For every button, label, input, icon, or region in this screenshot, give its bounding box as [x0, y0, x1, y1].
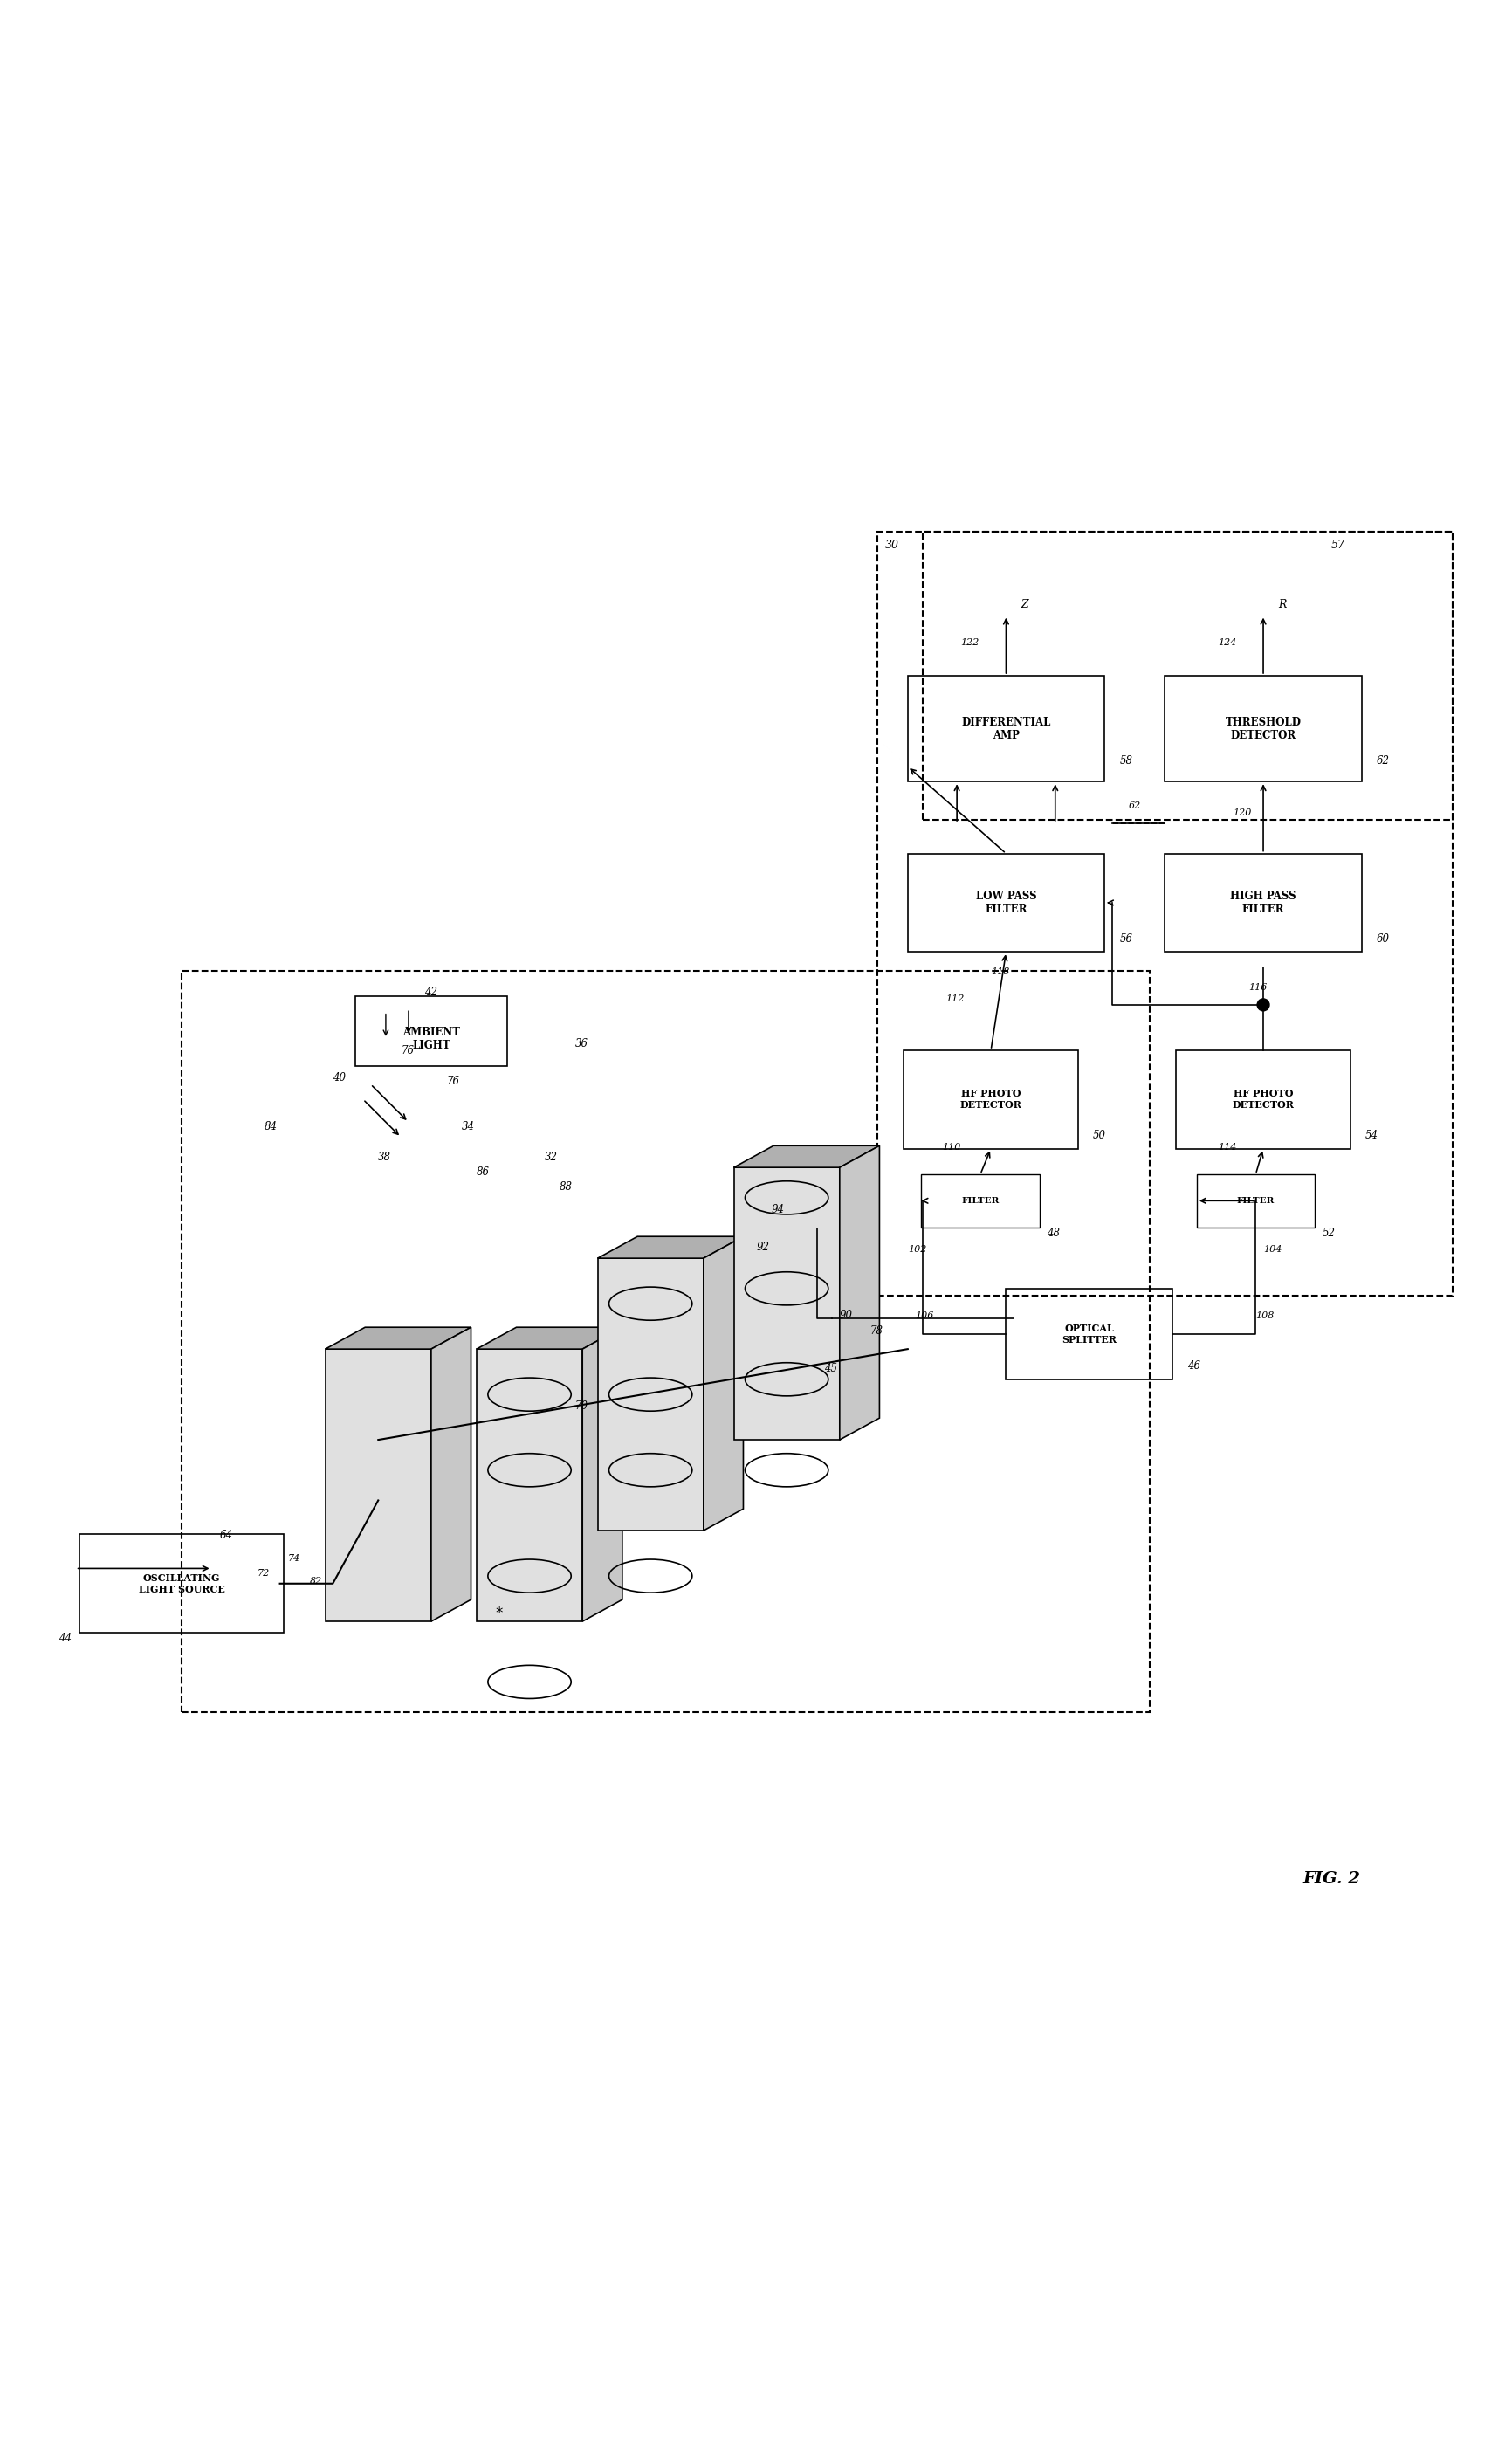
Text: 56: 56 [1119, 933, 1132, 943]
Text: 84: 84 [265, 1120, 278, 1132]
FancyBboxPatch shape [1164, 855, 1361, 953]
FancyBboxPatch shape [1196, 1174, 1314, 1228]
Text: LOW PASS
FILTER: LOW PASS FILTER [975, 892, 1036, 916]
Text: 45: 45 [824, 1363, 838, 1375]
Text: DIFFERENTIAL
AMP: DIFFERENTIAL AMP [960, 717, 1051, 742]
Polygon shape [839, 1144, 878, 1439]
Text: 78: 78 [869, 1326, 883, 1336]
Text: THRESHOLD
DETECTOR: THRESHOLD DETECTOR [1225, 717, 1300, 742]
Bar [325, 1348, 431, 1621]
Polygon shape [703, 1235, 742, 1530]
Text: 34: 34 [461, 1120, 475, 1132]
Text: 54: 54 [1364, 1130, 1377, 1142]
Text: 46: 46 [1187, 1361, 1201, 1373]
Text: 86: 86 [476, 1167, 490, 1179]
Text: 88: 88 [559, 1181, 573, 1194]
Polygon shape [733, 1144, 878, 1167]
Text: 60: 60 [1376, 933, 1390, 943]
FancyBboxPatch shape [907, 855, 1104, 953]
Text: 110: 110 [942, 1142, 960, 1152]
Text: 122: 122 [960, 639, 978, 648]
Text: 82: 82 [310, 1577, 322, 1584]
FancyBboxPatch shape [907, 675, 1104, 781]
FancyBboxPatch shape [355, 997, 507, 1066]
Text: FILTER: FILTER [960, 1196, 999, 1206]
Text: 50: 50 [1092, 1130, 1105, 1142]
Bar [597, 1257, 703, 1530]
Text: FIG. 2: FIG. 2 [1302, 1871, 1359, 1886]
FancyBboxPatch shape [921, 1174, 1039, 1228]
Text: 102: 102 [907, 1245, 925, 1255]
Text: 62: 62 [1376, 754, 1390, 766]
Text: 94: 94 [771, 1203, 785, 1216]
Polygon shape [476, 1326, 621, 1348]
Text: 44: 44 [59, 1633, 71, 1643]
Polygon shape [325, 1326, 470, 1348]
Circle shape [1256, 1000, 1269, 1012]
Text: FILTER: FILTER [1235, 1196, 1275, 1206]
Text: 72: 72 [257, 1569, 269, 1577]
Text: 36: 36 [575, 1039, 588, 1049]
Polygon shape [431, 1326, 470, 1621]
Text: 76: 76 [446, 1076, 460, 1088]
Text: 114: 114 [1217, 1142, 1235, 1152]
Text: 38: 38 [378, 1152, 392, 1162]
Text: HF PHOTO
DETECTOR: HF PHOTO DETECTOR [1232, 1088, 1293, 1110]
FancyBboxPatch shape [904, 1051, 1077, 1149]
Bar [476, 1348, 582, 1621]
Text: 64: 64 [219, 1530, 233, 1540]
Text: HF PHOTO
DETECTOR: HF PHOTO DETECTOR [960, 1088, 1021, 1110]
Text: 124: 124 [1217, 639, 1235, 648]
Polygon shape [582, 1326, 621, 1621]
Text: 104: 104 [1263, 1245, 1281, 1255]
Text: 42: 42 [425, 987, 437, 997]
Text: 74: 74 [287, 1555, 299, 1562]
Text: 52: 52 [1321, 1228, 1335, 1238]
Text: *: * [496, 1606, 502, 1621]
Text: R: R [1278, 599, 1285, 609]
Text: 112: 112 [945, 995, 963, 1002]
FancyBboxPatch shape [1176, 1051, 1349, 1149]
Text: 58: 58 [1119, 754, 1132, 766]
FancyBboxPatch shape [79, 1535, 284, 1633]
Text: 62: 62 [1128, 801, 1140, 810]
Text: 40: 40 [333, 1073, 346, 1083]
Text: 90: 90 [839, 1309, 853, 1321]
Text: 108: 108 [1255, 1312, 1273, 1321]
Text: 106: 106 [915, 1312, 933, 1321]
Text: 76: 76 [401, 1046, 414, 1056]
Text: 118: 118 [990, 968, 1009, 977]
FancyBboxPatch shape [1005, 1289, 1172, 1380]
Text: 48: 48 [1046, 1228, 1060, 1238]
Text: 120: 120 [1232, 808, 1250, 818]
Polygon shape [597, 1235, 742, 1257]
Text: AMBIENT
LIGHT: AMBIENT LIGHT [402, 1027, 460, 1051]
Text: 116: 116 [1247, 982, 1266, 992]
Text: 70: 70 [575, 1400, 588, 1412]
FancyBboxPatch shape [1164, 675, 1361, 781]
Text: 30: 30 [885, 540, 898, 550]
Text: 57: 57 [1331, 540, 1344, 550]
Text: OPTICAL
SPLITTER: OPTICAL SPLITTER [1061, 1324, 1116, 1343]
Text: Z: Z [1021, 599, 1028, 609]
Text: 92: 92 [756, 1243, 770, 1253]
Text: OSCILLATING
LIGHT SOURCE: OSCILLATING LIGHT SOURCE [138, 1574, 225, 1594]
Bar [733, 1167, 839, 1439]
Text: 32: 32 [544, 1152, 558, 1162]
Text: HIGH PASS
FILTER: HIGH PASS FILTER [1229, 892, 1296, 916]
